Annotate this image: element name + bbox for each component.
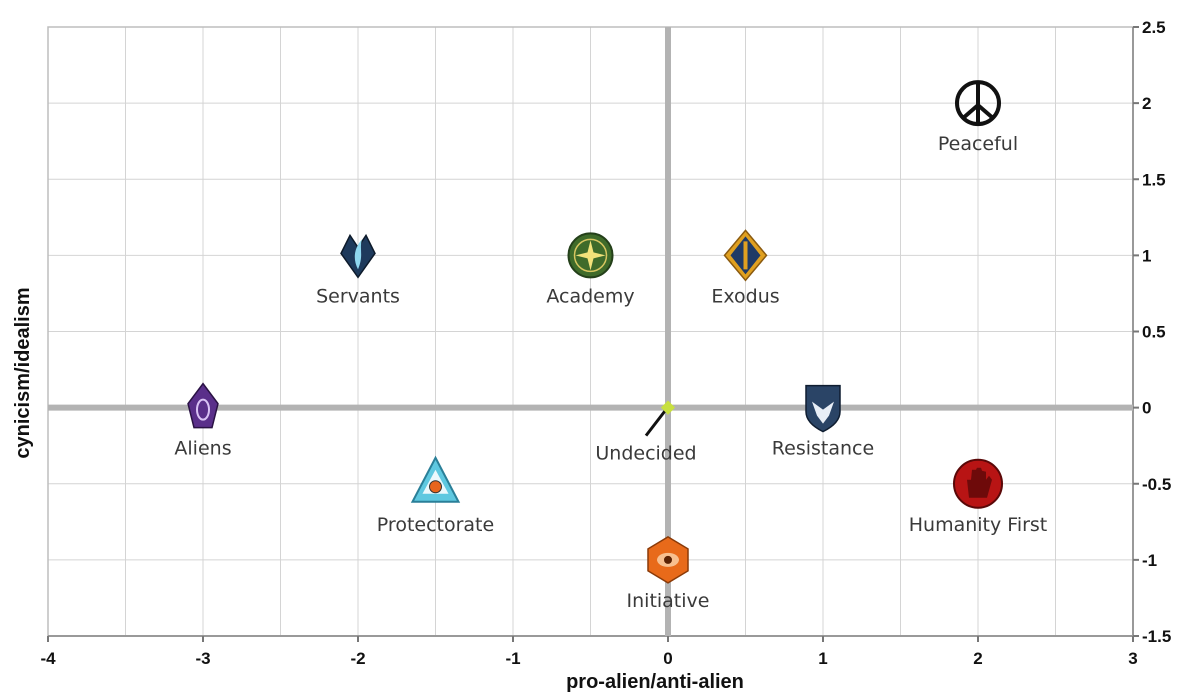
x-tick-label: -2 <box>350 649 365 668</box>
x-tick-label: 0 <box>663 649 672 668</box>
undecided-marker-icon <box>644 400 676 437</box>
point-label: Exodus <box>711 285 779 307</box>
servants-emblem-icon <box>340 233 376 279</box>
y-axis-title: cynicism/idealism <box>12 287 34 458</box>
point-label: Undecided <box>595 443 696 465</box>
y-tick-label: 0.5 <box>1142 323 1166 342</box>
axes <box>47 26 1139 642</box>
x-tick-label: 1 <box>818 649 827 668</box>
x-tick-label: -3 <box>195 649 210 668</box>
point-label: Servants <box>316 285 400 307</box>
point-label: Peaceful <box>938 133 1018 155</box>
peace-symbol-icon <box>955 80 1001 127</box>
x-axis-title: pro-alien/anti-alien <box>566 671 744 693</box>
aliens-emblem-icon <box>187 382 219 429</box>
y-tick-label: 1.5 <box>1142 170 1166 189</box>
y-tick-label: 0 <box>1142 399 1151 418</box>
protectorate-emblem-icon <box>410 455 461 503</box>
y-tick-label: -1 <box>1142 551 1157 570</box>
y-tick-label: 2.5 <box>1142 18 1166 37</box>
x-tick-label: 3 <box>1128 649 1137 668</box>
y-tick-label: 1 <box>1142 246 1151 265</box>
data-points: Peaceful Servants Academy Exodus Aliens Undec… <box>174 80 1048 612</box>
point-label: Aliens <box>174 438 231 460</box>
grid-lines <box>47 26 1134 637</box>
y-tick-label: -0.5 <box>1142 475 1171 494</box>
initiative-emblem-icon <box>647 536 689 584</box>
x-tick-label: -1 <box>505 649 520 668</box>
humanity-first-emblem-icon <box>953 458 1003 509</box>
resistance-emblem-icon <box>805 384 841 433</box>
point-label: Resistance <box>772 438 874 460</box>
x-tick-label: -4 <box>40 649 56 668</box>
x-tick-label: 2 <box>973 649 982 668</box>
point-label: Protectorate <box>377 514 494 536</box>
tick-labels: -4 -3 -2 -1 0 1 2 3 -1.5 -1 -0.5 0 0.5 1 1.5 2 2.5 <box>40 18 1171 668</box>
y-tick-label: 2 <box>1142 94 1151 113</box>
point-label: Academy <box>546 285 634 307</box>
exodus-emblem-icon <box>723 229 768 282</box>
point-label: Initiative <box>627 590 710 612</box>
y-tick-label: -1.5 <box>1142 627 1171 646</box>
point-label: Humanity First <box>909 514 1048 536</box>
academy-emblem-icon <box>567 232 614 279</box>
